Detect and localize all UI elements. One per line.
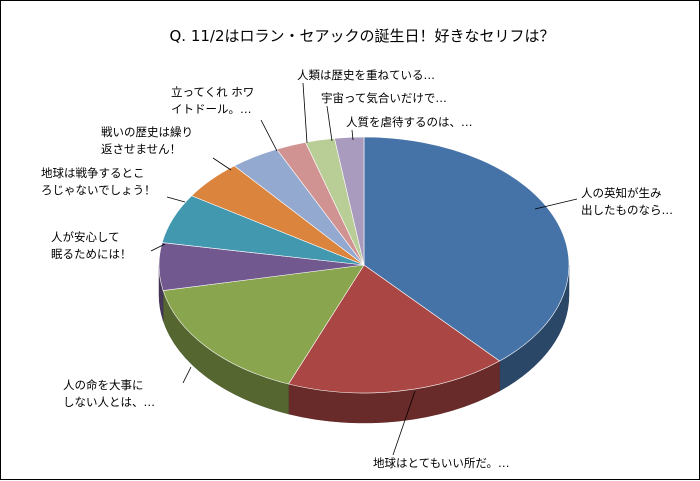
- leader-line-2: [392, 390, 416, 456]
- slice-label-line: 出したものなら…: [581, 203, 673, 217]
- slice-label-line: イトドール。…: [171, 102, 252, 116]
- slice-label-2: 地球はとてもいい所だ。…: [373, 390, 510, 470]
- slice-label-6: 戦いの歴史は繰り返させません！: [101, 125, 232, 171]
- leader-line-9: [326, 105, 333, 142]
- svg-text:人類は歴史を重ねている…: 人類は歴史を重ねている…: [297, 68, 435, 82]
- slice-label-line: 地球は戦争するとこ: [41, 166, 145, 180]
- chart-title: Q. 11/2はロラン・セアックの誕生日！好きなセリフは？: [169, 27, 554, 45]
- pie-slice-1[interactable]: [363, 136, 570, 362]
- slice-label-line: ろじゃないでしょう！: [41, 183, 156, 197]
- slice-label-line: 宇宙って気合いだけで…: [321, 91, 447, 105]
- slice-label-5: 地球は戦争するところじゃないでしょう！: [41, 166, 186, 203]
- slice-label-9: 宇宙って気合いだけで…: [321, 91, 447, 142]
- slice-label-7: 立ってくれ ホワイトドール。…: [171, 85, 278, 152]
- leader-line-10: [351, 129, 354, 141]
- svg-text:人質を虐待するのは、…: 人質を虐待するのは、…: [346, 115, 473, 129]
- slice-label-3: 人の命を大事にしない人とは、…: [63, 366, 192, 409]
- slice-label-line: 人が安心して: [51, 230, 120, 244]
- slice-label-4: 人が安心して眠るためには！: [51, 230, 166, 261]
- leader-line-8: [302, 82, 308, 144]
- slice-label-line: 戦いの歴史は繰り: [101, 125, 193, 139]
- slice-label-line: 眠るためには！: [51, 247, 132, 261]
- pie-slice-2[interactable]: [288, 264, 501, 394]
- slice-label-line: 人の英知が生み: [581, 186, 662, 200]
- slice-label-8: 人類は歴史を重ねている…: [297, 68, 435, 144]
- leader-line-6: [212, 157, 232, 171]
- svg-text:戦いの歴史は繰り返させません！: 戦いの歴史は繰り返させません！: [101, 125, 193, 156]
- slice-label-10: 人質を虐待するのは、…: [346, 115, 473, 141]
- pie-slice-10[interactable]: [334, 136, 365, 266]
- leader-line-4: [150, 243, 166, 252]
- slice-label-line: しない人とは、…: [63, 395, 155, 409]
- leader-line-7: [260, 119, 278, 152]
- svg-text:地球はとてもいい所だ。…: 地球はとてもいい所だ。…: [373, 456, 510, 470]
- slice-label-line: 人質を虐待するのは、…: [346, 115, 473, 129]
- svg-text:立ってくれ ホワイトドール。…: 立ってくれ ホワイトドール。…: [171, 85, 254, 116]
- slice-label-line: 人類は歴史を重ねている…: [297, 68, 435, 82]
- leader-line-5: [166, 196, 186, 203]
- leader-line-3: [182, 366, 192, 384]
- svg-text:人の英知が生み出したものなら…: 人の英知が生み出したものなら…: [581, 186, 673, 217]
- pie-slice-3[interactable]: [162, 264, 365, 385]
- svg-text:人の命を大事にしない人とは、…: 人の命を大事にしない人とは、…: [63, 378, 155, 409]
- slice-label-1: 人の英知が生み出したものなら…: [534, 186, 673, 217]
- svg-text:宇宙って気合いだけで…: 宇宙って気合いだけで…: [321, 91, 447, 105]
- svg-text:地球は戦争するところじゃないでしょう！: 地球は戦争するところじゃないでしょう！: [41, 166, 156, 197]
- slice-label-line: 地球はとてもいい所だ。…: [373, 456, 510, 470]
- slice-labels: 人の英知が生み出したものなら… 地球はとてもいい所だ。… 人の命を大事にしない人とは…: [41, 68, 673, 470]
- pie-slices: [158, 136, 570, 394]
- slice-label-line: 返させません！: [101, 142, 181, 156]
- slice-label-line: 立ってくれ ホワ: [171, 85, 254, 99]
- slice-label-line: 人の命を大事に: [63, 378, 144, 392]
- svg-text:人が安心して眠るためには！: 人が安心して眠るためには！: [51, 230, 132, 261]
- leader-line-1: [534, 198, 578, 210]
